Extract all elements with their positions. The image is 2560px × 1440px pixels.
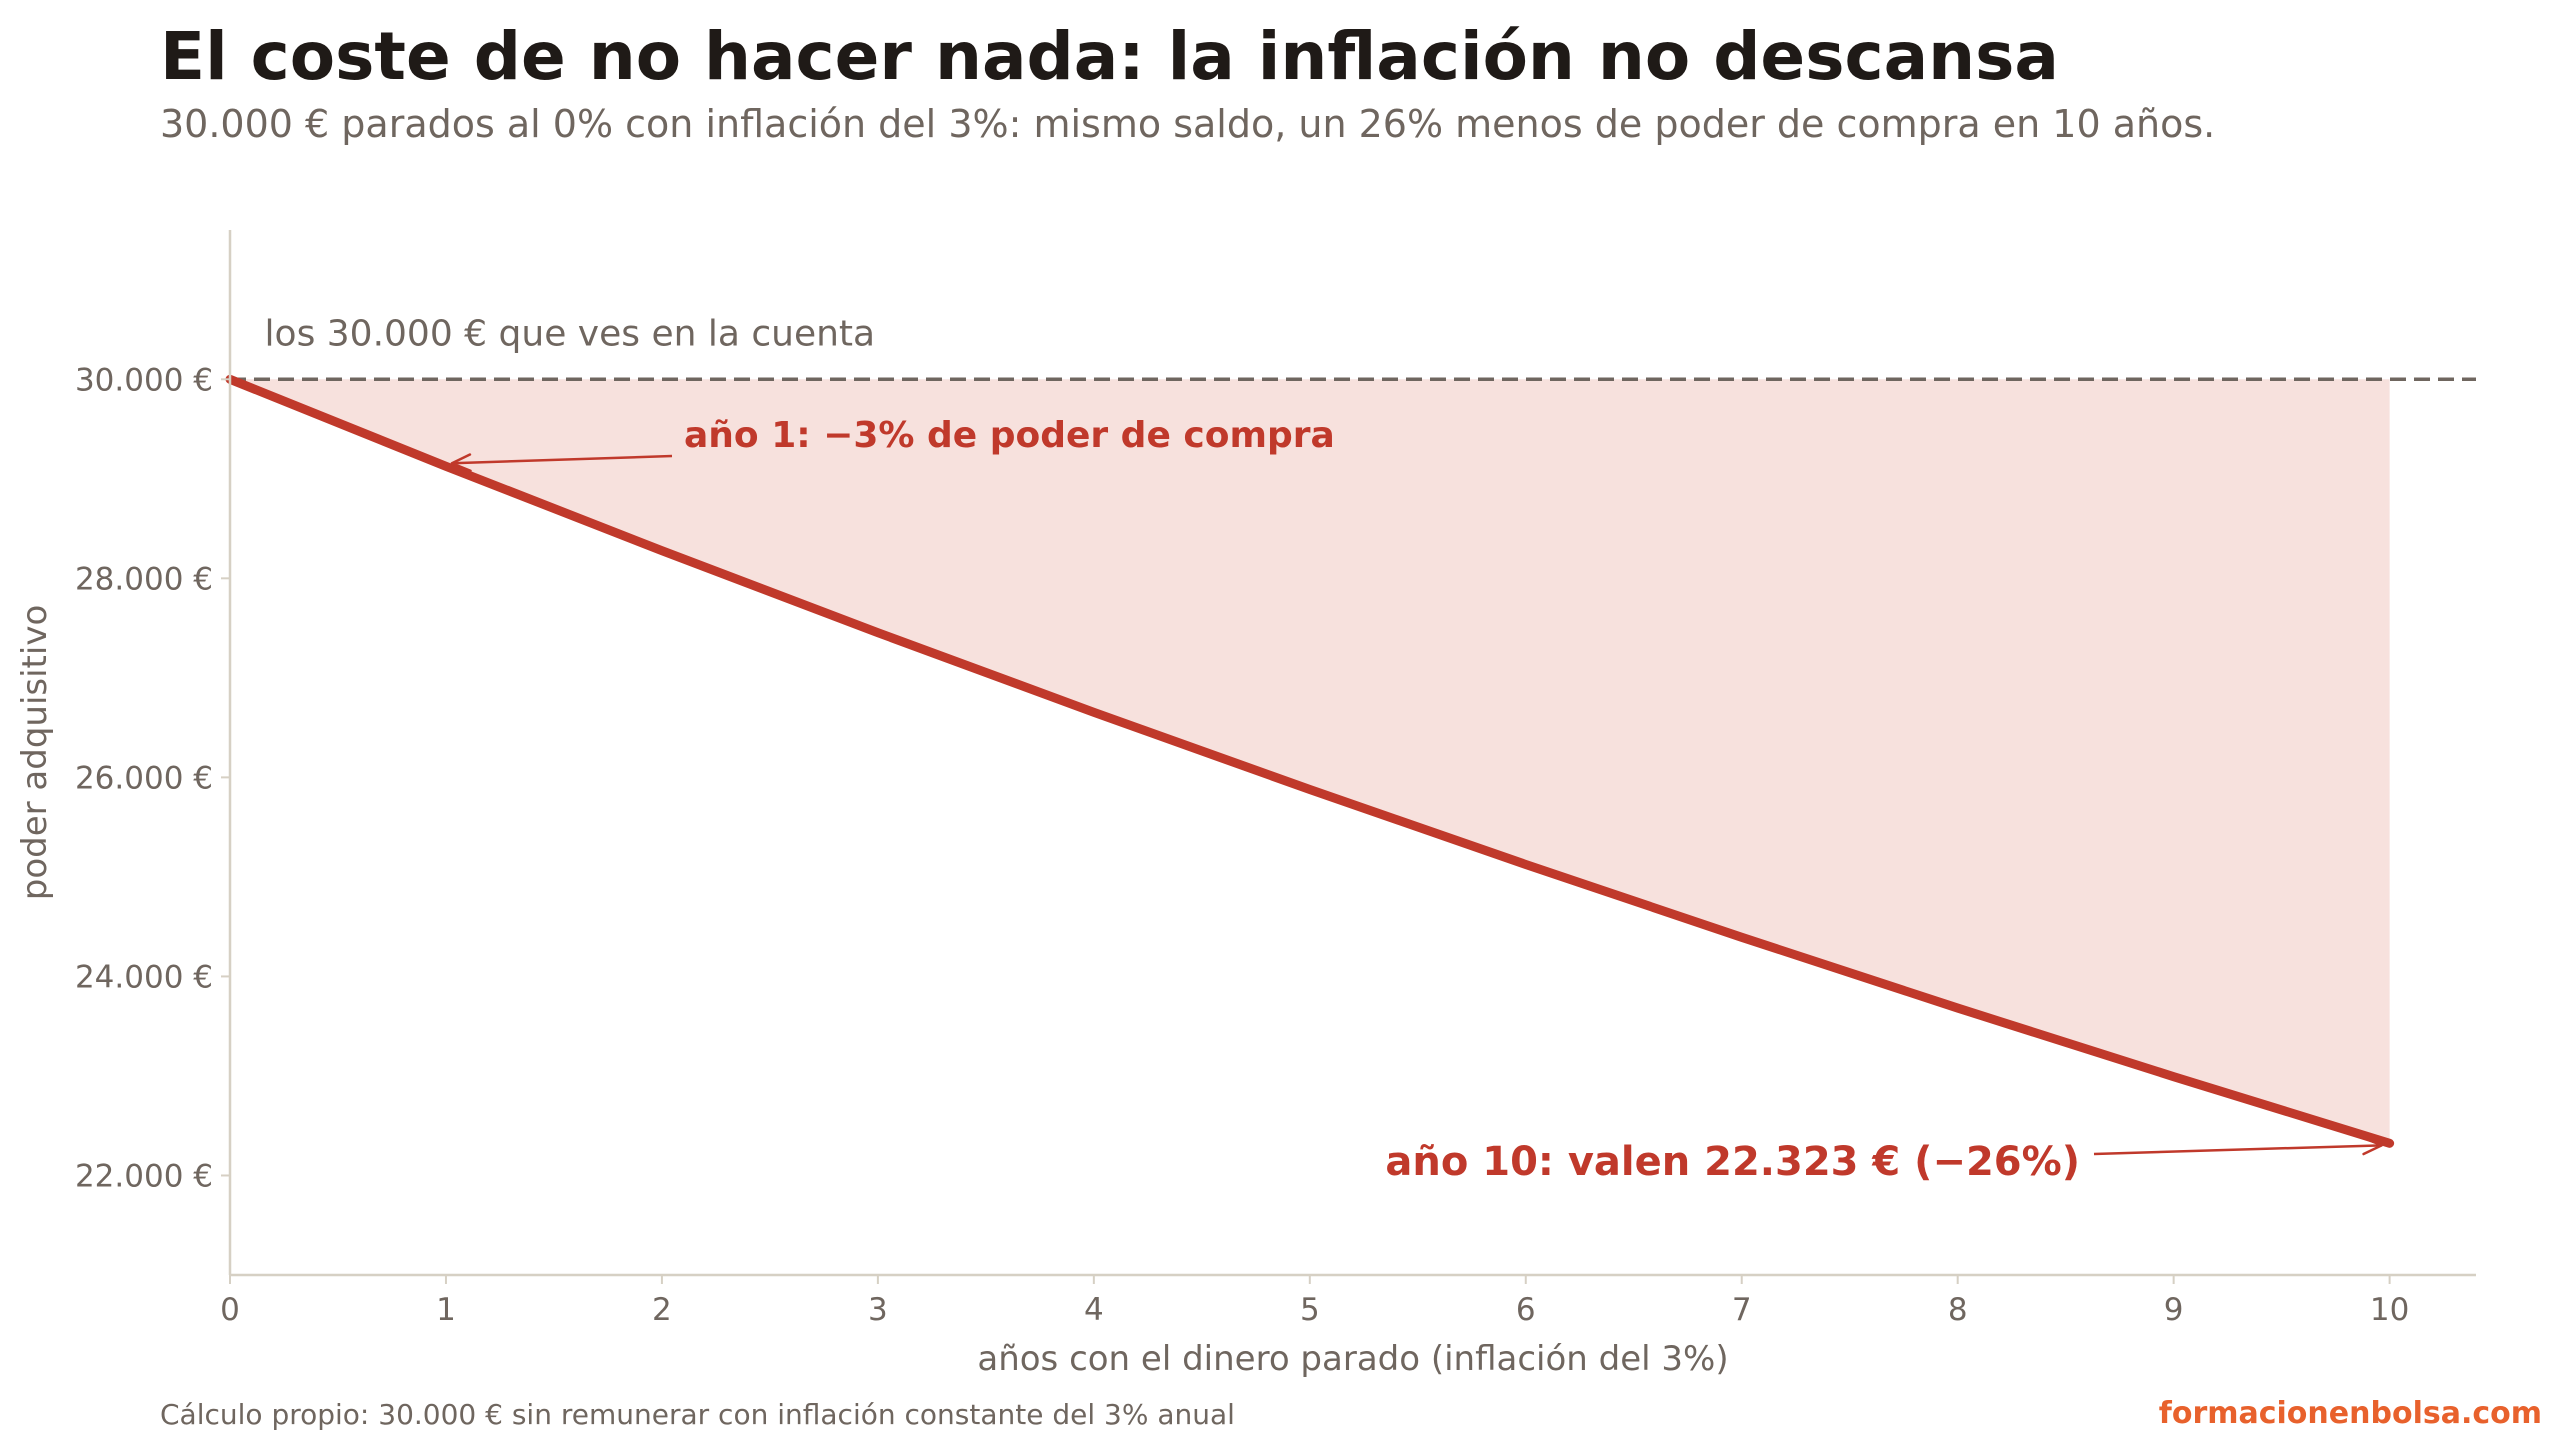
y-tick-label: 22.000 € bbox=[75, 1158, 213, 1194]
y-axis-ticks: 22.000 € 24.000 € 26.000 € 28.000 € 30.000 € bbox=[75, 362, 230, 1194]
x-tick-label: 0 bbox=[220, 1292, 240, 1328]
x-tick-label: 9 bbox=[2164, 1292, 2184, 1328]
y-tick-label: 28.000 € bbox=[75, 561, 213, 597]
y-tick-label: 30.000 € bbox=[75, 362, 213, 398]
loss-area bbox=[230, 379, 2390, 1144]
source-note: Cálculo propio: 30.000 € sin remunerar c… bbox=[160, 1398, 1235, 1431]
x-tick-label: 10 bbox=[2370, 1292, 2409, 1328]
x-tick-label: 5 bbox=[1300, 1292, 1320, 1328]
x-tick-label: 8 bbox=[1948, 1292, 1968, 1328]
annotation-year-1: año 1: −3% de poder de compra bbox=[684, 415, 1335, 456]
annotation-year-1-arrow bbox=[451, 454, 673, 465]
chart-subtitle: 30.000 € parados al 0% con inflación del… bbox=[160, 102, 2216, 146]
x-tick-label: 7 bbox=[1732, 1292, 1752, 1328]
annotations: año 1: −3% de poder de compra año 10: va… bbox=[450, 415, 2383, 1185]
brand-link[interactable]: formacionenbolsa.com bbox=[2158, 1396, 2542, 1431]
reference-line-label: los 30.000 € que ves en la cuenta bbox=[265, 313, 876, 354]
y-tick-label: 26.000 € bbox=[75, 760, 213, 796]
y-axis-label: poder adquisitivo bbox=[15, 605, 55, 901]
x-axis-label: años con el dinero parado (inflación del… bbox=[977, 1339, 1728, 1379]
chart-title: El coste de no hacer nada: la inflación … bbox=[160, 18, 2059, 95]
annotation-year-1-arrowhead bbox=[450, 453, 472, 473]
annotation-year-10-arrowhead bbox=[2361, 1136, 2383, 1156]
x-tick-label: 2 bbox=[652, 1292, 672, 1328]
x-tick-label: 3 bbox=[868, 1292, 888, 1328]
y-tick-label: 24.000 € bbox=[75, 959, 213, 995]
x-axis-ticks: 0 1 2 3 4 5 6 7 8 9 10 bbox=[220, 1275, 2409, 1328]
annotation-year-10-arrow bbox=[2093, 1144, 2382, 1156]
x-tick-label: 4 bbox=[1084, 1292, 1104, 1328]
annotation-year-10: año 10: valen 22.323 € (−26%) bbox=[1385, 1139, 2080, 1185]
x-tick-label: 1 bbox=[436, 1292, 456, 1328]
x-tick-label: 6 bbox=[1516, 1292, 1536, 1328]
purchasing-power-line bbox=[225, 374, 2395, 1148]
